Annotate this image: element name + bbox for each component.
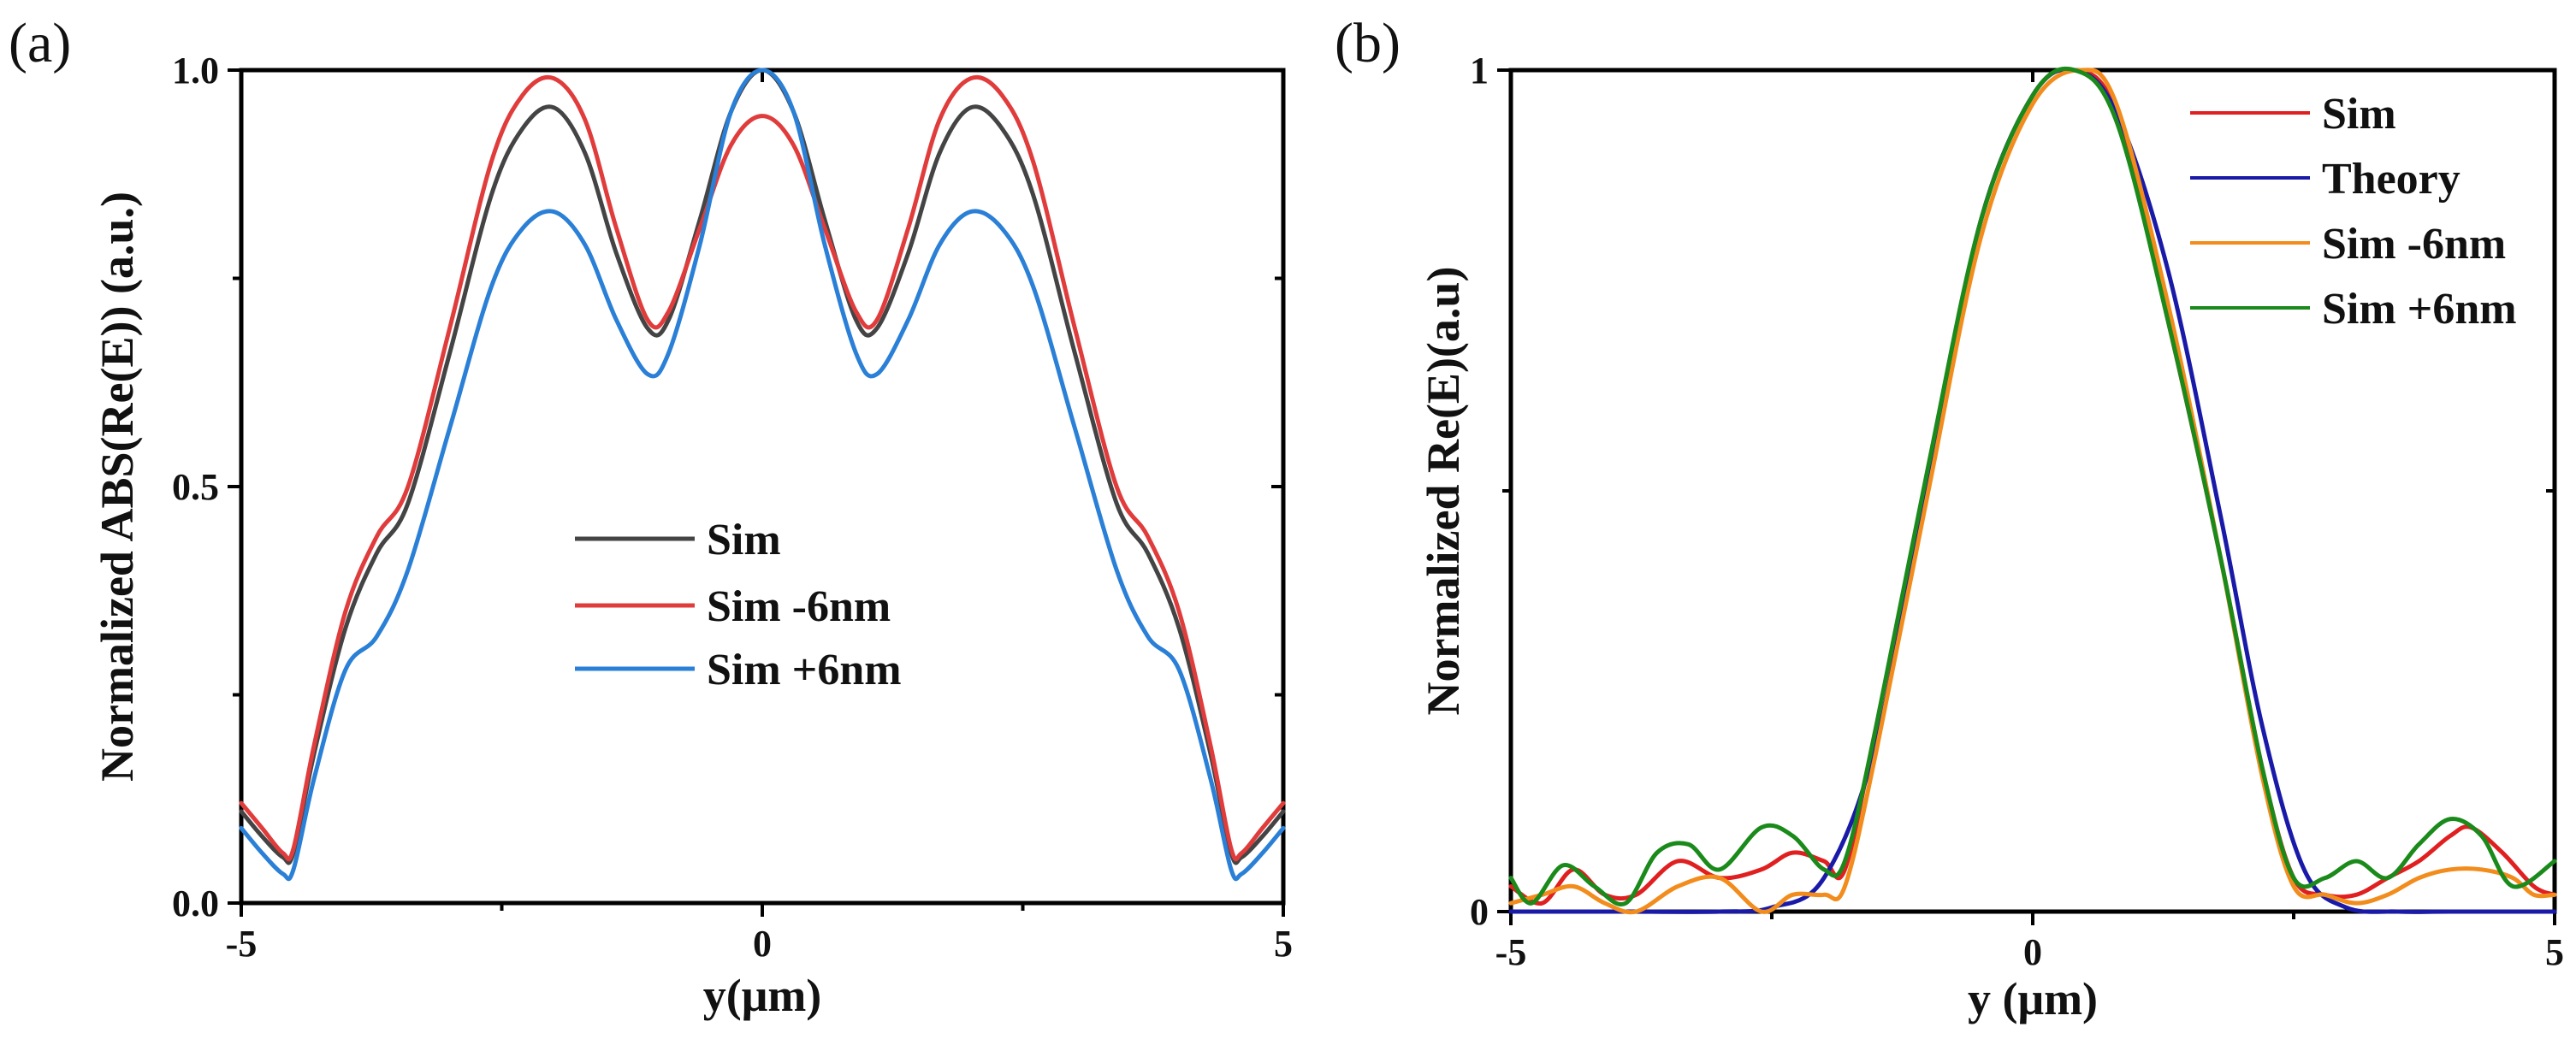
panel-b-ticks: -5 0 501 xyxy=(1470,50,2564,973)
panel-b: (b) -5 0 501 y (μm) Normalized Re(E)(a.u) … xyxy=(1335,12,2564,1024)
panel-a-x-tick-label: 5 xyxy=(1274,923,1293,965)
legend-b-label-sim-plus-6nm: Sim +6nm xyxy=(2322,285,2517,334)
panel-b-series-sim-plusminus-6nm-line xyxy=(1508,66,2557,906)
legend-b-label-sim: Sim xyxy=(2322,90,2396,139)
panel-a-legend: Sim Sim -6nm Sim +6nm xyxy=(575,516,902,694)
panel-b-series-sim-minus-6nm-line xyxy=(1508,68,2557,915)
panel-a-series-sim-plusminus-6nm-line xyxy=(239,68,1286,882)
panel-a-x-axis-title: y(μm) xyxy=(703,970,822,1021)
panel-b-x-tick-label: 0 xyxy=(2023,931,2042,973)
panel-a-y-tick-label: 1.0 xyxy=(172,50,219,92)
panel-b-series xyxy=(1508,66,2557,915)
legend-b-label-sim-minus-6nm: Sim -6nm xyxy=(2322,220,2506,269)
panel-a-plot-frame xyxy=(239,68,1286,906)
panel-a-series-sim-line xyxy=(239,68,1286,865)
panel-a-ticks: -5 0 5 0.0 0.5 1.0 xyxy=(172,50,1293,965)
panel-a-x-tick-label: -5 xyxy=(226,923,258,965)
panel-a-y-tick-label: 0.5 xyxy=(172,466,219,508)
panel-b-x-axis-title: y (μm) xyxy=(1968,973,2098,1024)
panel-a: (a) -5 0 5 0.0 0.5 1.0 y(μm) Normalized ABS(R… xyxy=(9,12,1293,1021)
panel-a-y-axis-title: Normalized ABS(Re(E)) (a.u.) xyxy=(92,192,143,782)
panel-a-label: (a) xyxy=(9,12,71,74)
panel-a-series-sim-minus-6nm-line xyxy=(239,74,1286,862)
legend-a-label-sim-plus-6nm: Sim +6nm xyxy=(707,646,902,694)
panel-b-y-tick-label: 1 xyxy=(1470,50,1489,92)
panel-b-x-tick-label: 5 xyxy=(2545,931,2564,973)
legend-b-label-theory: Theory xyxy=(2322,155,2461,204)
panel-a-series xyxy=(239,68,1286,882)
panel-b-y-tick-label: 0 xyxy=(1470,891,1489,933)
panel-a-x-tick-label: 0 xyxy=(753,923,772,965)
panel-a-y-tick-label: 0.0 xyxy=(172,883,219,924)
legend-a-label-sim: Sim xyxy=(707,516,781,564)
panel-b-x-tick-label: -5 xyxy=(1495,931,1527,973)
panel-b-legend: Sim Theory Sim -6nm Sim +6nm xyxy=(2190,90,2517,334)
panel-b-label: (b) xyxy=(1335,12,1401,74)
panel-b-y-axis-title: Normalized Re(E)(a.u) xyxy=(1418,267,1469,716)
legend-a-label-sim-minus-6nm: Sim -6nm xyxy=(707,582,891,631)
